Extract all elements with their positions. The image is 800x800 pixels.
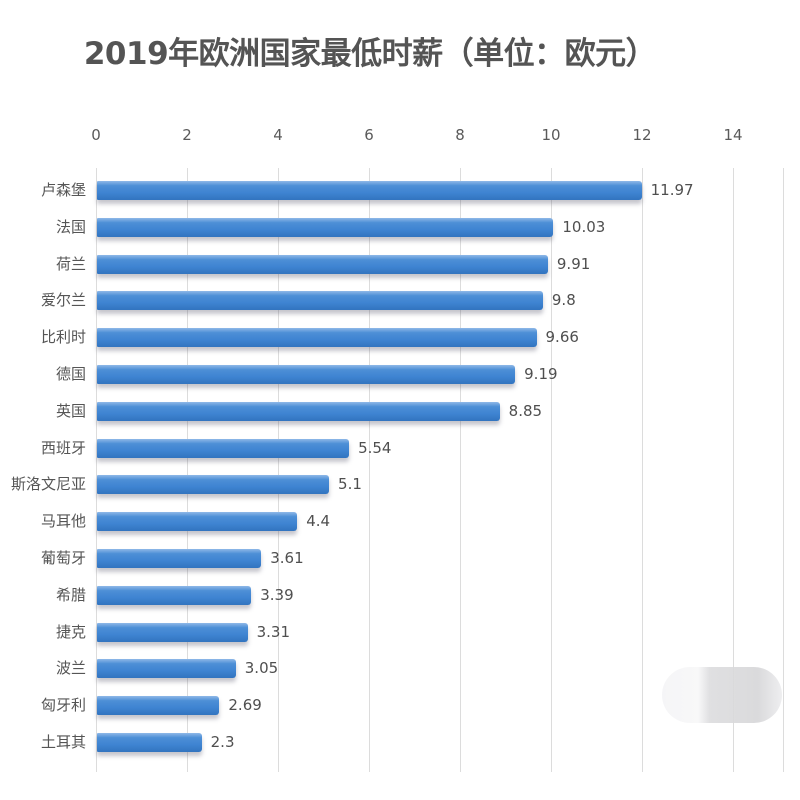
x-tick-label: 4 [273, 126, 283, 144]
gridline [551, 168, 552, 772]
category-label: 法国 [55, 217, 86, 236]
gridline [460, 168, 461, 772]
bar [97, 659, 236, 679]
category-label: 英国 [55, 401, 86, 420]
x-tick-label: 8 [455, 126, 465, 144]
category-label: 荷兰 [55, 254, 86, 273]
category-label: 马耳他 [40, 512, 86, 531]
x-tick-label: 12 [632, 126, 652, 144]
bar [97, 512, 298, 532]
bar [97, 549, 262, 568]
category-label: 德国 [55, 365, 86, 383]
value-label: 5.1 [338, 475, 362, 494]
category-label: 匈牙利 [40, 696, 86, 715]
bar [97, 328, 537, 348]
bar [97, 365, 516, 384]
x-tick-label: 14 [723, 126, 743, 144]
value-label: 2.69 [228, 696, 262, 715]
x-tick-label: 0 [91, 126, 101, 144]
blurred-watermark [662, 667, 782, 723]
gridline [187, 168, 188, 772]
value-label: 9.66 [545, 328, 579, 347]
bar [97, 254, 548, 274]
bar [97, 181, 642, 200]
bar [97, 585, 252, 605]
value-label: 11.97 [650, 181, 694, 199]
bar [97, 696, 220, 716]
category-label: 卢森堡 [40, 181, 86, 199]
bar [97, 475, 330, 495]
chart-title: 2019年欧洲国家最低时薪（单位：欧元） [83, 36, 657, 72]
value-label: 5.54 [358, 438, 392, 457]
value-label: 4.4 [306, 512, 331, 531]
gridline [369, 168, 370, 772]
value-label: 3.61 [270, 549, 304, 567]
bar [97, 401, 500, 421]
x-tick-label: 6 [364, 126, 374, 144]
value-label: 9.8 [551, 291, 576, 310]
x-tick-label: 2 [182, 126, 192, 144]
value-label: 3.39 [260, 585, 294, 604]
value-label: 3.05 [244, 659, 279, 678]
category-label: 土耳其 [40, 733, 86, 751]
gridline [733, 168, 734, 772]
category-label: 西班牙 [40, 438, 86, 457]
value-label: 3.31 [256, 622, 290, 641]
bar [97, 622, 248, 642]
gridline [96, 168, 97, 772]
category-label: 捷克 [55, 622, 86, 641]
bar [97, 217, 554, 237]
value-label: 9.19 [524, 365, 558, 383]
value-label: 8.85 [508, 401, 543, 420]
category-label: 希腊 [55, 585, 86, 604]
x-tick-label: 10 [541, 126, 561, 144]
value-label: 9.91 [556, 254, 591, 273]
gridline [642, 168, 643, 772]
bar [97, 438, 350, 458]
bar [97, 733, 202, 752]
value-label: 2.3 [210, 733, 235, 751]
category-label: 爱尔兰 [40, 291, 86, 310]
bar [97, 291, 543, 311]
category-label: 波兰 [55, 659, 86, 678]
gridline [278, 168, 279, 772]
category-label: 比利时 [40, 328, 86, 347]
category-label: 葡萄牙 [40, 549, 86, 567]
value-label: 10.03 [562, 217, 606, 236]
category-label: 斯洛文尼亚 [10, 475, 86, 494]
plot-border [783, 168, 784, 772]
